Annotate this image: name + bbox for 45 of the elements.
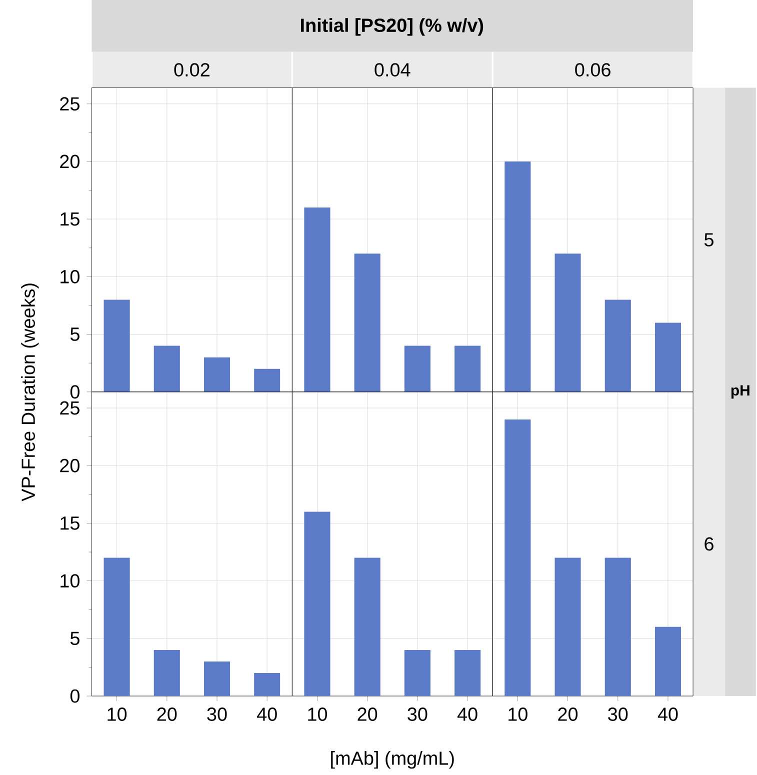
- bar: [204, 661, 230, 696]
- x-tick-label: 20: [358, 708, 378, 721]
- text: pH: [732, 385, 750, 399]
- y-tick-label: 5: [70, 328, 80, 341]
- x-axis-title: [mAb] (mg/mL): [331, 751, 454, 769]
- x-tick-label: 10: [108, 708, 127, 721]
- bar: [554, 254, 581, 392]
- x-tick-label: 30: [207, 708, 227, 721]
- x-tick-label: 10: [508, 708, 528, 721]
- y-tick-label: 20: [60, 458, 80, 472]
- x-tick-label: 20: [558, 708, 578, 721]
- y-tick-label: 10: [60, 270, 80, 284]
- bar: [154, 650, 180, 696]
- bar: [104, 300, 130, 392]
- y-tick-label: 5: [70, 632, 80, 646]
- bar: [254, 672, 280, 696]
- bar: [204, 357, 230, 392]
- y-tick-label: 10: [60, 574, 80, 588]
- chart-title: 0.04: [374, 63, 410, 77]
- bar: [254, 368, 280, 392]
- bar: [655, 322, 682, 392]
- bar: [104, 558, 130, 696]
- chart-title: 0.02: [174, 63, 210, 77]
- chart-title: 0.06: [575, 63, 611, 77]
- y-tick-label: 25: [60, 97, 80, 111]
- y-tick-label: 0: [70, 689, 80, 703]
- x-tick-label: 40: [257, 708, 278, 721]
- x-tick-label: 40: [658, 708, 678, 721]
- x-tick-label: 20: [157, 708, 177, 721]
- y-axis-title: VP-Free Duration (weeks): [21, 284, 39, 502]
- y-tick-label: 25: [60, 401, 80, 415]
- y-tick-label: 15: [60, 516, 80, 530]
- x-tick-label: 30: [608, 708, 628, 721]
- text: 5: [704, 233, 714, 246]
- bar: [605, 300, 632, 392]
- text: Initial [PS20] (% w/v): [301, 18, 484, 36]
- x-tick-label: 40: [458, 708, 478, 721]
- y-tick-label: 0: [70, 385, 80, 399]
- x-tick-label: 10: [308, 708, 328, 721]
- bar: [504, 161, 531, 392]
- y-tick-label: 15: [60, 212, 80, 226]
- y-tick-label: 20: [60, 154, 80, 168]
- x-tick-label: 30: [408, 708, 428, 721]
- bar: [154, 346, 180, 392]
- text: 6: [704, 537, 714, 551]
